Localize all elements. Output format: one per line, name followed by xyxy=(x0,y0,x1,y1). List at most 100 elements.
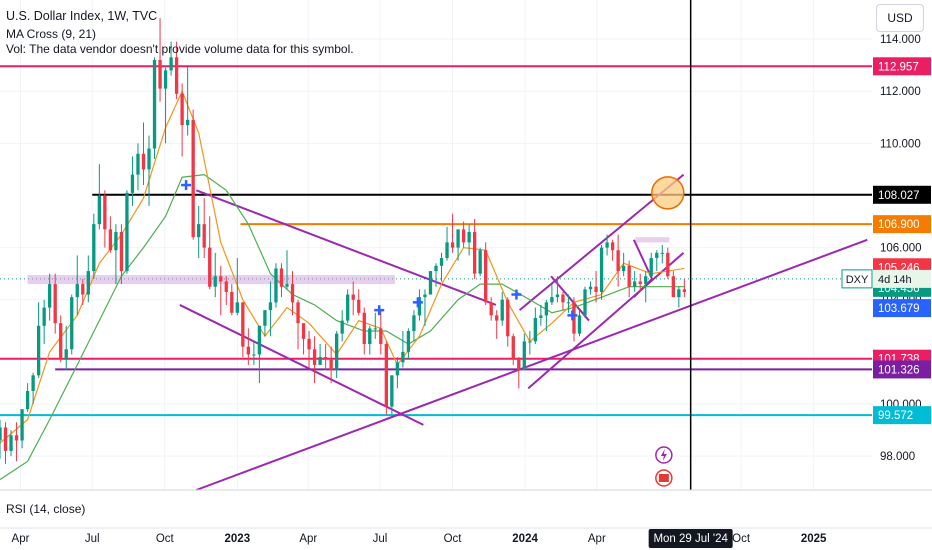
candle-body xyxy=(588,286,593,290)
volume-indicator-label[interactable]: Vol: The data vendor doesn't provide vol… xyxy=(6,42,354,56)
x-tick-label: Oct xyxy=(732,533,751,545)
candle xyxy=(517,357,521,389)
candle xyxy=(346,289,350,324)
candle xyxy=(0,419,2,459)
candle xyxy=(412,310,416,342)
candle-body xyxy=(180,93,184,126)
candle xyxy=(301,323,306,355)
candle xyxy=(279,263,284,298)
candle-body xyxy=(401,351,405,363)
candle xyxy=(130,156,135,206)
candle xyxy=(119,224,124,285)
candle xyxy=(202,198,206,259)
candle-body xyxy=(3,427,8,451)
candle-body xyxy=(517,359,521,371)
candle-body xyxy=(224,281,228,292)
candle xyxy=(246,328,251,365)
candle-body xyxy=(268,302,273,311)
candle xyxy=(423,289,427,326)
candle-body xyxy=(417,297,422,316)
candle xyxy=(555,276,560,303)
candle-body xyxy=(86,271,90,295)
candle xyxy=(241,302,245,358)
candle-body xyxy=(644,276,648,285)
candle-body xyxy=(318,357,322,365)
candle xyxy=(605,234,609,256)
candle-body xyxy=(59,323,63,360)
candle xyxy=(329,346,333,384)
candle-body xyxy=(346,294,350,321)
candle xyxy=(489,297,493,321)
candle-body xyxy=(495,315,499,321)
candle-body xyxy=(439,258,444,266)
candle-body xyxy=(500,299,504,321)
y-tick-label: 112.000 xyxy=(880,86,921,98)
candle xyxy=(588,281,593,295)
rsi-indicator-label[interactable]: RSI (14, close) xyxy=(6,502,86,516)
cursor-date-label: Mon 29 Jul '24 xyxy=(653,533,728,545)
candle xyxy=(53,273,57,334)
candle xyxy=(163,67,168,144)
candle-body xyxy=(290,284,295,303)
shaded-zones xyxy=(27,237,670,285)
candle xyxy=(3,422,8,464)
candle xyxy=(406,328,411,360)
candle xyxy=(208,216,212,290)
candle xyxy=(318,344,322,365)
candle-body xyxy=(671,276,675,298)
candle-body xyxy=(70,297,74,350)
ma-indicator-label[interactable]: MA Cross (9, 21) xyxy=(6,27,97,41)
candle xyxy=(335,331,339,378)
candle xyxy=(445,226,449,261)
candle xyxy=(274,263,278,308)
horizontal-levels[interactable] xyxy=(0,65,872,417)
candle-body xyxy=(312,349,317,365)
candle-body xyxy=(478,250,482,274)
candle-body xyxy=(434,265,438,272)
candle xyxy=(36,302,41,378)
candle-body xyxy=(555,294,560,298)
ma-fast-line xyxy=(0,89,685,444)
candle-body xyxy=(252,354,256,356)
trendlines[interactable] xyxy=(179,173,868,491)
candle-body xyxy=(605,242,609,248)
support-zone xyxy=(635,237,670,243)
price-tag xyxy=(873,215,931,234)
candle xyxy=(368,325,372,355)
candle-body xyxy=(677,289,681,298)
candle-body xyxy=(335,333,339,371)
candle-body xyxy=(285,284,289,287)
chart-annotations xyxy=(651,0,692,490)
ma-cross-markers xyxy=(181,180,578,321)
candle-body xyxy=(583,289,587,316)
candle-body xyxy=(406,331,411,352)
candle-body xyxy=(412,315,416,332)
candle-body xyxy=(169,57,173,71)
candle xyxy=(141,122,146,186)
trendline xyxy=(179,304,424,426)
candle-body xyxy=(25,390,30,410)
x-tick-label: Apr xyxy=(12,533,30,545)
candle xyxy=(230,284,234,316)
candle-body xyxy=(307,338,311,350)
x-tick-label: 2025 xyxy=(801,533,827,545)
price-tag-label: 108.027 xyxy=(878,190,920,202)
candle xyxy=(533,307,537,345)
x-tick-label: 2024 xyxy=(512,533,538,545)
candle xyxy=(655,250,659,272)
y-tick-label: 110.000 xyxy=(880,138,921,150)
candle-body xyxy=(97,195,101,225)
candle xyxy=(583,286,587,318)
candle xyxy=(48,273,52,321)
candle xyxy=(103,190,107,248)
candle-body xyxy=(655,252,659,259)
candle-body xyxy=(152,59,157,149)
currency-button[interactable]: USD xyxy=(876,4,924,32)
candle-body xyxy=(31,375,35,391)
ma-cross-plus-icon xyxy=(412,297,423,308)
candle-body xyxy=(533,317,537,342)
target-circle xyxy=(651,176,685,210)
ma-slow-line xyxy=(0,174,685,481)
